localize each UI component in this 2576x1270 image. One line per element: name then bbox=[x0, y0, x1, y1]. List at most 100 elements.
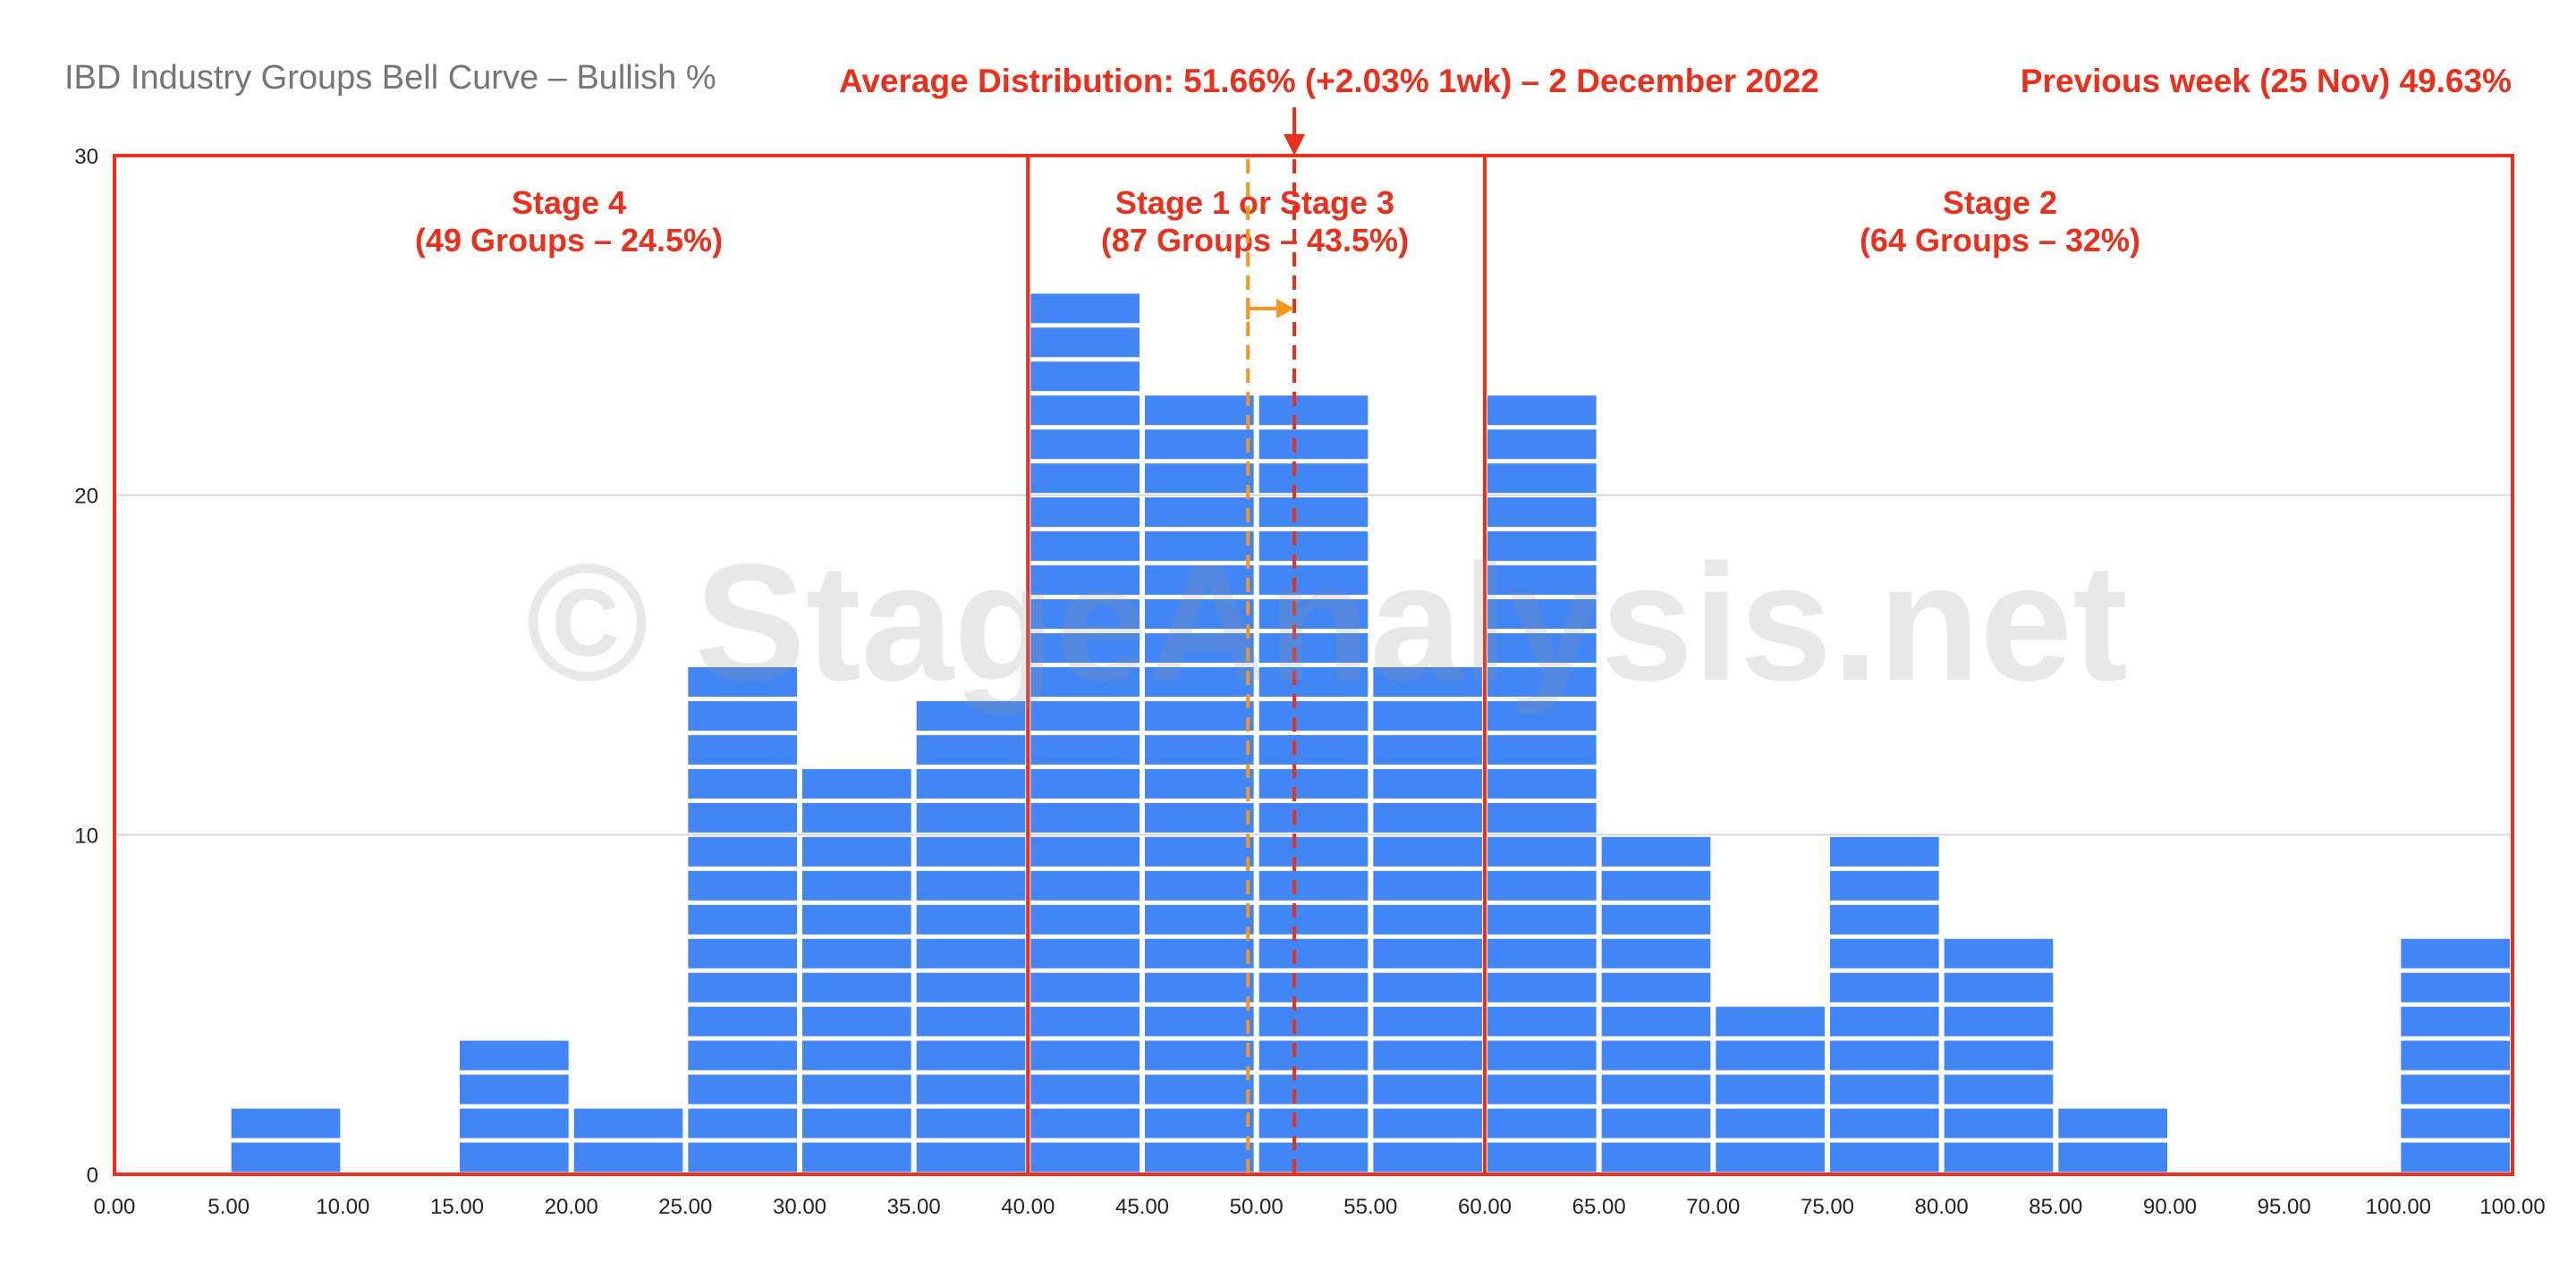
bar-70-75 bbox=[1716, 1006, 1825, 1173]
bar-block bbox=[1373, 1074, 1482, 1105]
bar-block bbox=[688, 1108, 797, 1139]
bar-block bbox=[1830, 1108, 1939, 1139]
bar-block bbox=[688, 802, 797, 833]
bar-40-45 bbox=[1030, 293, 1140, 1173]
bar-block bbox=[1487, 463, 1597, 494]
bar-block bbox=[1030, 1108, 1140, 1139]
stage-4-name: Stage 4 bbox=[511, 184, 627, 221]
bar-55-60 bbox=[1373, 667, 1482, 1173]
bar-85-90 bbox=[2058, 1108, 2167, 1173]
bar-block bbox=[1487, 599, 1597, 630]
stage-1-or-3-name: Stage 1 or Stage 3 bbox=[1114, 184, 1395, 221]
bar-block bbox=[1145, 1006, 1254, 1037]
bar-block bbox=[1487, 972, 1597, 1003]
bar-block bbox=[1601, 904, 1711, 935]
bar-block bbox=[1944, 972, 2054, 1003]
bar-30-35 bbox=[802, 768, 911, 1173]
bar-block bbox=[1258, 938, 1368, 969]
bar-block bbox=[1830, 1006, 1939, 1037]
bar-block bbox=[1258, 802, 1368, 833]
bar-block bbox=[1373, 734, 1482, 765]
change-arrow-head bbox=[1276, 299, 1295, 318]
bar-block bbox=[1601, 1108, 1711, 1139]
x-tick-label: 30.00 bbox=[773, 1195, 826, 1219]
bar-block bbox=[802, 904, 911, 935]
bar-block bbox=[1373, 1142, 1482, 1173]
bar-block bbox=[916, 1108, 1026, 1139]
bar-block bbox=[1030, 429, 1140, 460]
bar-block bbox=[231, 1108, 341, 1139]
bar-block bbox=[1601, 870, 1711, 901]
bar-block bbox=[1030, 599, 1140, 630]
x-tick-label: 45.00 bbox=[1115, 1195, 1169, 1219]
bar-block bbox=[1601, 836, 1711, 867]
bar-block bbox=[2401, 1108, 2510, 1139]
bar-block bbox=[1258, 667, 1368, 697]
bar-block bbox=[1030, 1074, 1140, 1105]
bar-block bbox=[1145, 395, 1254, 426]
bar-block bbox=[1145, 429, 1254, 460]
bar-block bbox=[1487, 938, 1597, 969]
bar-block bbox=[1830, 972, 1939, 1003]
bar-block bbox=[1145, 870, 1254, 901]
bar-block bbox=[1145, 904, 1254, 935]
bar-block bbox=[688, 768, 797, 799]
bar-block bbox=[1830, 1040, 1939, 1071]
bar-block bbox=[1030, 1040, 1140, 1071]
watermark: © StageAnalysis.net bbox=[526, 530, 2128, 715]
bar-block bbox=[688, 667, 797, 697]
bar-block bbox=[1145, 633, 1254, 663]
bar-block bbox=[1258, 531, 1368, 562]
bar-block bbox=[802, 1142, 911, 1173]
bar-block bbox=[1830, 904, 1939, 935]
bar-block bbox=[802, 1006, 911, 1037]
bar-block bbox=[916, 768, 1026, 799]
bar-block bbox=[802, 1074, 911, 1105]
bar-block bbox=[1487, 870, 1597, 901]
bar-block bbox=[1601, 972, 1711, 1003]
bar-block bbox=[1716, 1006, 1825, 1037]
bar-block bbox=[1258, 972, 1368, 1003]
bar-65-70 bbox=[1601, 836, 1711, 1173]
bar-block bbox=[1373, 904, 1482, 935]
bar-block bbox=[1601, 1040, 1711, 1071]
x-tick-label: 100.00 bbox=[2479, 1195, 2545, 1219]
bar-block bbox=[802, 972, 911, 1003]
average-pointer-head bbox=[1284, 134, 1306, 156]
x-tick-label: 60.00 bbox=[1458, 1195, 1512, 1219]
bar-block bbox=[1716, 1142, 1825, 1173]
bar-block bbox=[1145, 497, 1254, 528]
bar-block bbox=[1944, 1006, 2054, 1037]
bar-block bbox=[802, 1040, 911, 1071]
bar-block bbox=[460, 1142, 569, 1173]
bar-block bbox=[1030, 870, 1140, 901]
bar-block bbox=[1030, 802, 1140, 833]
bar-block bbox=[916, 972, 1026, 1003]
bar-block bbox=[1030, 395, 1140, 426]
bar-block bbox=[1830, 836, 1939, 867]
bar-block bbox=[1030, 700, 1140, 731]
bar-block bbox=[1373, 768, 1482, 799]
bar-block bbox=[1030, 531, 1140, 562]
bar-block bbox=[2058, 1108, 2167, 1139]
bar-block bbox=[1258, 1074, 1368, 1105]
x-tick-label: 65.00 bbox=[1572, 1195, 1626, 1219]
bar-block bbox=[1487, 395, 1597, 426]
bar-block bbox=[1258, 565, 1368, 596]
bar-block bbox=[1258, 429, 1368, 460]
x-tick-label: 75.00 bbox=[1801, 1195, 1854, 1219]
bar-block bbox=[1830, 870, 1939, 901]
x-tick-label: 70.00 bbox=[1686, 1195, 1740, 1219]
bar-block bbox=[1145, 531, 1254, 562]
x-tick-label: 100.00 bbox=[2366, 1195, 2431, 1219]
y-tick-label: 10 bbox=[74, 824, 98, 848]
bar-block bbox=[916, 1006, 1026, 1037]
bar-block bbox=[688, 734, 797, 765]
bar-block bbox=[1030, 1142, 1140, 1173]
bar-block bbox=[1487, 1142, 1597, 1173]
stage-2-name: Stage 2 bbox=[1942, 184, 2058, 221]
bar-block bbox=[1258, 734, 1368, 765]
bar-block bbox=[1487, 768, 1597, 799]
bar-block bbox=[688, 870, 797, 901]
bar-block bbox=[1601, 1074, 1711, 1105]
